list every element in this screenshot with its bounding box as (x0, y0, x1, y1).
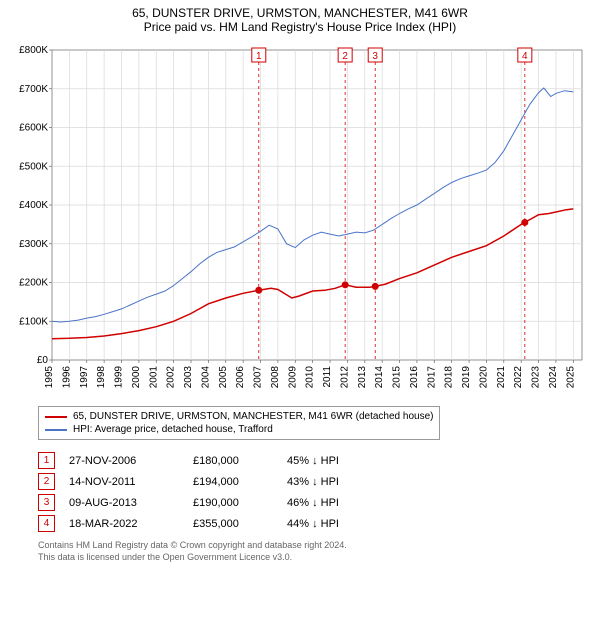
transaction-pct: 43% ↓ HPI (287, 476, 387, 488)
legend-row: HPI: Average price, detached house, Traf… (45, 423, 433, 436)
transaction-price: £194,000 (193, 476, 273, 488)
legend-swatch (45, 429, 67, 431)
svg-text:2023: 2023 (531, 366, 542, 389)
chart-svg: £0 £100K £200K £300K £400K £500K £600K £700K £80… (10, 40, 590, 400)
transaction-date: 09-AUG-2013 (69, 497, 179, 509)
svg-text:2012: 2012 (339, 366, 350, 389)
svg-text:2001: 2001 (148, 366, 159, 389)
legend-row: 65, DUNSTER DRIVE, URMSTON, MANCHESTER, … (45, 410, 433, 423)
svg-text:2: 2 (342, 51, 348, 62)
svg-text:1999: 1999 (114, 366, 125, 389)
svg-text:4: 4 (522, 51, 528, 62)
svg-text:£400K: £400K (19, 200, 48, 211)
svg-text:2006: 2006 (235, 366, 246, 389)
transaction-pct: 46% ↓ HPI (287, 497, 387, 509)
legend-swatch (45, 416, 67, 418)
page-title: 65, DUNSTER DRIVE, URMSTON, MANCHESTER, … (0, 6, 600, 20)
svg-text:£0: £0 (37, 355, 49, 366)
svg-text:2024: 2024 (548, 366, 559, 389)
svg-text:£500K: £500K (19, 161, 48, 172)
svg-text:2025: 2025 (565, 366, 576, 389)
transaction-date: 27-NOV-2006 (69, 455, 179, 467)
svg-text:2011: 2011 (322, 366, 333, 388)
legend-label: 65, DUNSTER DRIVE, URMSTON, MANCHESTER, … (73, 411, 433, 422)
svg-text:£600K: £600K (19, 123, 48, 134)
svg-text:1996: 1996 (61, 366, 72, 389)
svg-text:2003: 2003 (183, 366, 194, 389)
svg-text:2015: 2015 (392, 366, 403, 389)
svg-text:1998: 1998 (96, 366, 107, 389)
svg-text:£300K: £300K (19, 239, 48, 250)
legend: 65, DUNSTER DRIVE, URMSTON, MANCHESTER, … (38, 406, 440, 440)
svg-text:2022: 2022 (513, 366, 524, 389)
attribution: Contains HM Land Registry data © Crown c… (38, 540, 590, 563)
transaction-row: 4 18-MAR-2022 £355,000 44% ↓ HPI (38, 513, 590, 534)
transaction-number: 1 (38, 452, 55, 469)
transaction-row: 3 09-AUG-2013 £190,000 46% ↓ HPI (38, 492, 590, 513)
svg-text:2017: 2017 (426, 366, 437, 389)
svg-text:2019: 2019 (461, 366, 472, 389)
svg-text:3: 3 (372, 51, 378, 62)
transaction-date: 14-NOV-2011 (69, 476, 179, 488)
svg-text:2005: 2005 (218, 366, 229, 389)
svg-text:2000: 2000 (131, 366, 142, 389)
svg-text:2010: 2010 (305, 366, 316, 389)
transaction-row: 1 27-NOV-2006 £180,000 45% ↓ HPI (38, 450, 590, 471)
svg-text:2007: 2007 (253, 366, 264, 389)
svg-text:2008: 2008 (270, 366, 281, 389)
transaction-number: 2 (38, 473, 55, 490)
transaction-price: £355,000 (193, 518, 273, 530)
transaction-price: £180,000 (193, 455, 273, 467)
svg-text:£200K: £200K (19, 278, 48, 289)
svg-text:2016: 2016 (409, 366, 420, 389)
svg-text:2013: 2013 (357, 366, 368, 389)
chart: £0 £100K £200K £300K £400K £500K £600K £700K £80… (10, 40, 590, 400)
transaction-number: 3 (38, 494, 55, 511)
svg-text:£800K: £800K (19, 45, 48, 56)
attribution-line1: Contains HM Land Registry data © Crown c… (38, 540, 590, 552)
transaction-row: 2 14-NOV-2011 £194,000 43% ↓ HPI (38, 471, 590, 492)
svg-text:1997: 1997 (79, 366, 90, 389)
svg-text:2002: 2002 (166, 366, 177, 389)
transaction-pct: 45% ↓ HPI (287, 455, 387, 467)
svg-text:£100K: £100K (19, 316, 48, 327)
svg-text:2014: 2014 (374, 366, 385, 389)
svg-text:1: 1 (256, 51, 262, 62)
legend-label: HPI: Average price, detached house, Traf… (73, 424, 273, 435)
svg-text:2018: 2018 (444, 366, 455, 389)
svg-text:2004: 2004 (200, 366, 211, 389)
svg-text:£700K: £700K (19, 84, 48, 95)
transaction-number: 4 (38, 515, 55, 532)
attribution-line2: This data is licensed under the Open Gov… (38, 552, 590, 564)
transaction-price: £190,000 (193, 497, 273, 509)
svg-text:1995: 1995 (44, 366, 55, 389)
svg-text:2020: 2020 (478, 366, 489, 389)
svg-text:2021: 2021 (496, 366, 507, 389)
transaction-table: 1 27-NOV-2006 £180,000 45% ↓ HPI 2 14-NOV-201… (38, 450, 590, 534)
page-subtitle: Price paid vs. HM Land Registry's House … (0, 20, 600, 34)
svg-text:2009: 2009 (287, 366, 298, 389)
transaction-date: 18-MAR-2022 (69, 518, 179, 530)
transaction-pct: 44% ↓ HPI (287, 518, 387, 530)
